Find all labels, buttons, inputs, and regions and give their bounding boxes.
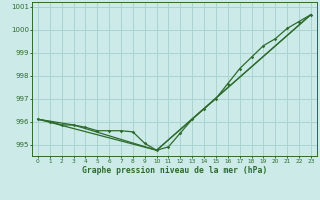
X-axis label: Graphe pression niveau de la mer (hPa): Graphe pression niveau de la mer (hPa) <box>82 166 267 175</box>
